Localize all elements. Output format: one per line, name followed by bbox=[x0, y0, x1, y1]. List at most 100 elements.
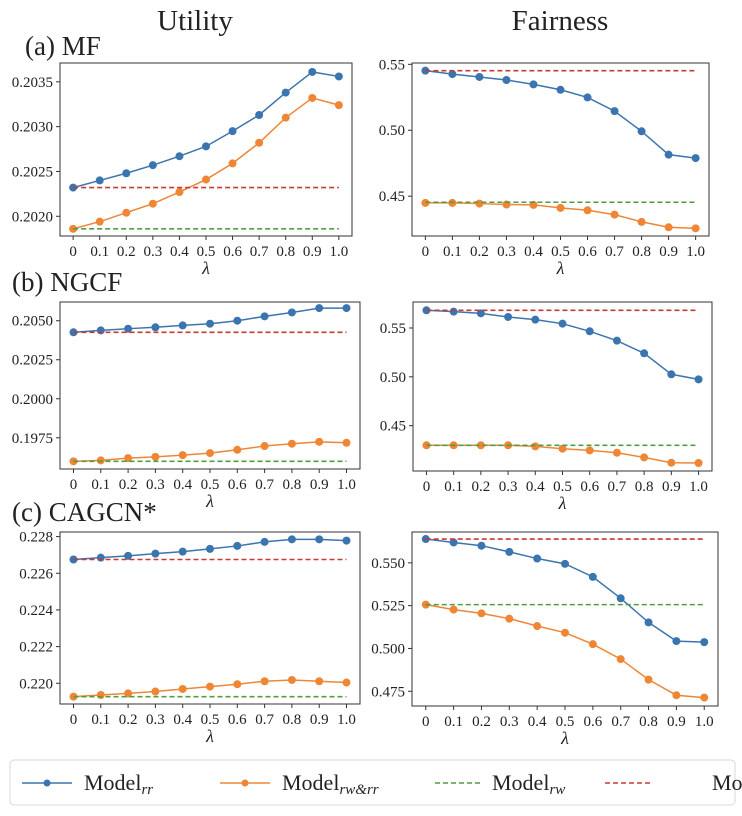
y-tick-label: 0.2035 bbox=[12, 75, 53, 91]
legend-subscript: rw&rr bbox=[339, 782, 378, 798]
y-tick-label: 0.2025 bbox=[12, 353, 53, 369]
data-point bbox=[178, 547, 187, 556]
y-tick-label: 0.1975 bbox=[12, 431, 53, 447]
data-point bbox=[228, 159, 237, 168]
data-point bbox=[255, 138, 264, 147]
x-tick-label: 0.7 bbox=[250, 244, 269, 260]
data-point bbox=[202, 175, 210, 184]
data-point bbox=[531, 315, 540, 324]
y-tick-label: 0.45 bbox=[380, 419, 406, 435]
x-tick-label: 0.2 bbox=[472, 714, 491, 730]
data-point bbox=[233, 316, 242, 325]
data-point bbox=[96, 691, 105, 700]
data-point bbox=[124, 454, 133, 463]
x-tick-label: 0.2 bbox=[119, 712, 138, 728]
y-tick-label: 0.224 bbox=[19, 603, 53, 619]
data-point bbox=[315, 677, 324, 686]
data-point bbox=[616, 594, 625, 603]
data-point bbox=[502, 76, 511, 85]
x-tick-label: 0 bbox=[70, 477, 78, 493]
x-tick-label: 0.1 bbox=[444, 479, 463, 495]
data-point bbox=[151, 549, 160, 558]
x-tick-label: 0.2 bbox=[470, 244, 489, 260]
series-line-model-rr bbox=[72, 71, 339, 189]
x-tick-label: 0.5 bbox=[197, 244, 216, 260]
x-tick-label: 0.1 bbox=[444, 714, 463, 730]
data-point bbox=[556, 203, 565, 212]
data-point bbox=[667, 458, 676, 467]
x-tick-label: 0.9 bbox=[310, 477, 329, 493]
data-point bbox=[561, 628, 569, 637]
legend-marker bbox=[241, 779, 249, 787]
x-tick-label: 0.5 bbox=[201, 477, 220, 493]
y-tick-label: 0.2020 bbox=[12, 209, 53, 225]
data-point bbox=[616, 655, 625, 664]
data-point bbox=[342, 304, 351, 313]
row-label-ngcf: (b) NGCF bbox=[12, 267, 122, 297]
data-point bbox=[672, 637, 681, 646]
y-tick-label: 0.226 bbox=[19, 566, 53, 582]
x-tick-label: 0 bbox=[422, 244, 430, 260]
data-point bbox=[124, 324, 133, 333]
data-point bbox=[583, 93, 592, 102]
data-point bbox=[531, 442, 540, 451]
data-point bbox=[504, 312, 513, 321]
x-tick-label: 0.4 bbox=[170, 244, 189, 260]
data-point bbox=[95, 176, 104, 185]
x-axis-label: λ bbox=[556, 258, 565, 278]
x-tick-label: 0.9 bbox=[667, 714, 686, 730]
data-point bbox=[233, 541, 242, 550]
series-line-model-rw-rr bbox=[72, 97, 340, 230]
data-point bbox=[640, 349, 649, 358]
subplot-3: 0.45 0.50 0.55 0 0.1 0.2 0.3 0.4 0.5 0.6 0.7 0.8 0.9… bbox=[380, 301, 713, 513]
data-point bbox=[342, 438, 351, 447]
data-point bbox=[315, 304, 324, 313]
data-point bbox=[610, 107, 619, 116]
y-tick-label: 0.228 bbox=[19, 530, 53, 546]
subplot-2: 0.1975 0.2000 0.2025 0.2050 0 0.1 0.2 0.3 0.4 0.5… bbox=[12, 301, 361, 511]
x-tick-label: 0.3 bbox=[499, 479, 518, 495]
data-point bbox=[694, 458, 703, 467]
data-point bbox=[260, 442, 269, 451]
data-point bbox=[637, 127, 646, 136]
data-point bbox=[96, 326, 105, 335]
data-point bbox=[449, 538, 458, 547]
data-point bbox=[124, 551, 133, 560]
x-tick-label: 0 bbox=[69, 244, 77, 260]
subplot-4: 0.220 0.222 0.224 0.226 0.228 0 0.1 0.2 0.3 0.4 0.… bbox=[19, 530, 361, 746]
data-point bbox=[148, 199, 157, 208]
x-tick-label: 0.4 bbox=[173, 712, 192, 728]
data-point bbox=[449, 605, 458, 614]
data-point bbox=[644, 618, 653, 627]
x-tick-label: 0.5 bbox=[201, 712, 220, 728]
column-title-fairness: Fairness bbox=[512, 5, 609, 37]
x-tick-label: 0.8 bbox=[283, 712, 302, 728]
y-tick-label: 0.2025 bbox=[12, 164, 53, 180]
data-point bbox=[95, 217, 104, 226]
data-point bbox=[315, 535, 324, 544]
x-tick-label: 1.0 bbox=[695, 714, 714, 730]
x-tick-label: 0.4 bbox=[524, 244, 543, 260]
legend-marker bbox=[43, 779, 51, 787]
x-tick-label: 0.8 bbox=[635, 479, 654, 495]
data-point bbox=[260, 677, 269, 686]
data-point bbox=[585, 446, 594, 455]
data-point bbox=[558, 319, 567, 328]
row-label-cagcn: (c) CAGCN* bbox=[12, 497, 157, 527]
x-tick-label: 0.8 bbox=[283, 477, 302, 493]
x-tick-label: 0.5 bbox=[551, 244, 570, 260]
data-point bbox=[334, 72, 343, 81]
data-point bbox=[287, 308, 296, 317]
data-point bbox=[477, 541, 486, 550]
y-tick-label: 0.475 bbox=[371, 684, 405, 700]
data-point bbox=[664, 150, 673, 159]
subplot-1: 0.45 0.50 0.55 0 0.1 0.2 0.3 0.4 0.5 0.6 0.7 0.8 0.9… bbox=[379, 57, 710, 278]
subplot-0: 0.2020 0.2025 0.2030 0.2035 0 0.1 0.2 0.3 0.4 0.5… bbox=[12, 62, 353, 278]
data-point bbox=[610, 210, 619, 219]
x-axis-label: λ bbox=[560, 728, 569, 748]
data-point bbox=[255, 110, 264, 119]
data-point bbox=[449, 307, 458, 316]
data-point bbox=[178, 321, 187, 330]
x-tick-label: 0.4 bbox=[528, 714, 547, 730]
